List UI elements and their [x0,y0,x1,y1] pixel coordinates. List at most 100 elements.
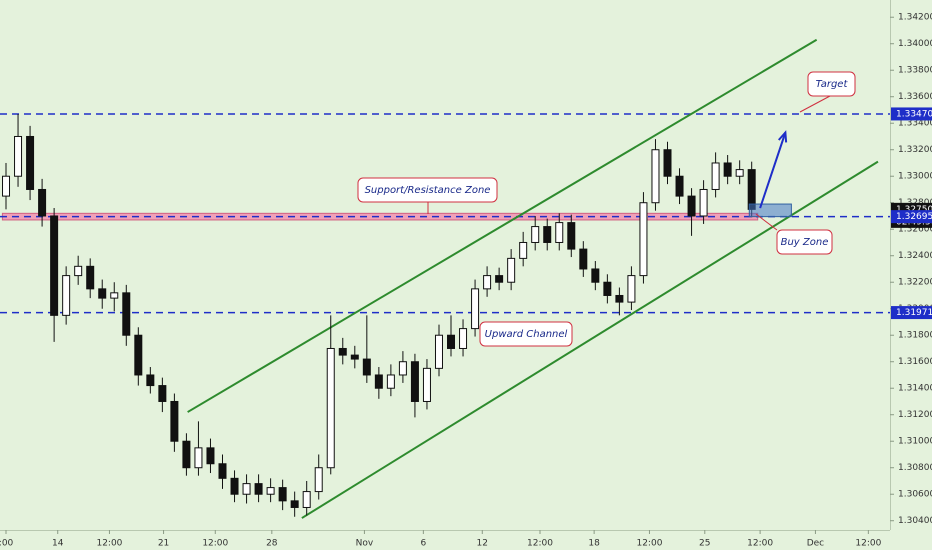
annotation-pointer [755,213,778,231]
x-tick-label: 28 [266,539,278,549]
candle-body [615,294,624,303]
candle-body [134,334,143,376]
x-tick-label: :00 [0,539,14,549]
price-badge [891,210,932,224]
candle-body [50,215,59,316]
candle-body [242,483,251,495]
y-tick-label: 1.33600 [898,92,932,102]
annotation-box [479,321,573,347]
candle-body [14,135,23,177]
x-tick-label: Nov [356,539,374,549]
candle-body [218,463,227,479]
x-tick-label: 12:00 [636,539,662,549]
annotation-pointer [799,95,831,113]
y-tick-label: 1.32200 [898,278,932,288]
x-tick-label: 14 [52,539,64,549]
annotation-box [776,229,833,255]
candle-body [519,241,528,259]
candle-body [230,477,239,495]
y-tick-label: 1.33200 [898,145,932,155]
x-tick-label: 12:00 [96,539,122,549]
x-tick-label: 21 [158,539,169,549]
candle-body [290,500,299,508]
annotation: Buy Zone [781,237,829,248]
candle-body [422,367,431,402]
candle-body [266,487,275,495]
candle-body [410,361,419,402]
x-tick-label: Dec [807,539,824,549]
candle-body [651,149,660,204]
annotation: Support/Resistance Zone [365,185,491,196]
y-tick-label: 1.31800 [898,331,932,341]
candle-body [110,292,119,299]
candle-body [122,292,131,336]
price-badge [891,107,932,121]
candle-body [675,175,684,197]
channel-line [301,160,879,519]
candle-body [86,265,95,290]
candle-body [338,347,347,356]
x-tick-label: 12:00 [747,539,773,549]
y-tick-label: 1.31400 [898,384,932,394]
y-tick-label: 1.33000 [898,172,932,182]
candle-body [386,374,395,389]
x-tick-label: 12:00 [202,539,228,549]
price-badge-label: 1.31971 [896,308,932,318]
annotation: Upward Channel [485,329,568,340]
candle-body [591,268,600,283]
candle-body [2,175,11,197]
y-tick-label: 1.34000 [898,39,932,49]
candle-body [302,491,311,508]
price-badge-label: 1.32695 [896,212,932,222]
candle-body [146,374,155,387]
candle-body [314,467,323,493]
candle-body [182,440,191,469]
candle-body [567,222,576,250]
x-tick-label: 12 [477,539,488,549]
candle-body [26,135,35,190]
price-badge-label: 1.32750 [896,205,932,215]
y-tick-label: 1.30400 [898,516,932,526]
annotation-box [807,71,856,97]
candle-body [723,162,732,177]
axes: 1.30400 1.30600 1.30800 1.31000 1.31200 1.314… [0,13,932,549]
buy-zone [748,203,792,218]
candle-body [735,169,744,177]
candle-body [639,202,648,277]
candle-body [627,275,636,303]
candle-body [507,257,516,283]
candle-body [194,447,203,469]
x-tick-label: 18 [588,539,600,549]
channel-line [187,38,818,413]
candle-body [711,162,720,190]
candle-body [747,169,756,210]
candle-body [555,222,564,243]
candle-body [447,334,456,349]
candle-body [687,195,696,217]
arrow-head [778,130,788,143]
y-tick-label: 1.31600 [898,357,932,367]
candle-body [38,188,47,217]
candle-body [170,400,179,442]
candle-body [459,328,468,349]
y-tick-label: 1.32400 [898,251,932,261]
annotation-box [357,177,498,203]
x-tick-label: 6 [420,539,426,549]
x-tick-label: 12:00 [527,539,553,549]
y-tick-label: 1.30600 [898,490,932,500]
y-tick-label: 1.31200 [898,410,932,420]
candle-body [278,487,287,502]
candle-body [699,188,708,217]
candle-body [98,288,107,299]
price-badge-label: 1.33470 [896,109,932,119]
candle-body [158,385,167,402]
candle-body [495,275,504,283]
candle-body [254,483,263,495]
candle-body [603,281,612,296]
y-tick-label: 1.34200 [898,13,932,23]
arrow [759,132,787,209]
y-tick-label: 1.30800 [898,463,932,473]
candle-body [206,447,215,465]
candle-body [531,226,540,243]
